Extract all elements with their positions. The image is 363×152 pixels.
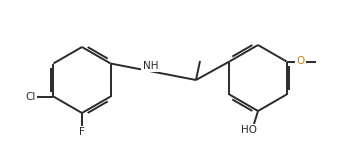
Text: O: O (297, 57, 305, 67)
Text: HO: HO (241, 125, 257, 135)
Text: Cl: Cl (25, 92, 36, 102)
Text: NH: NH (143, 61, 158, 71)
Text: F: F (79, 127, 85, 137)
